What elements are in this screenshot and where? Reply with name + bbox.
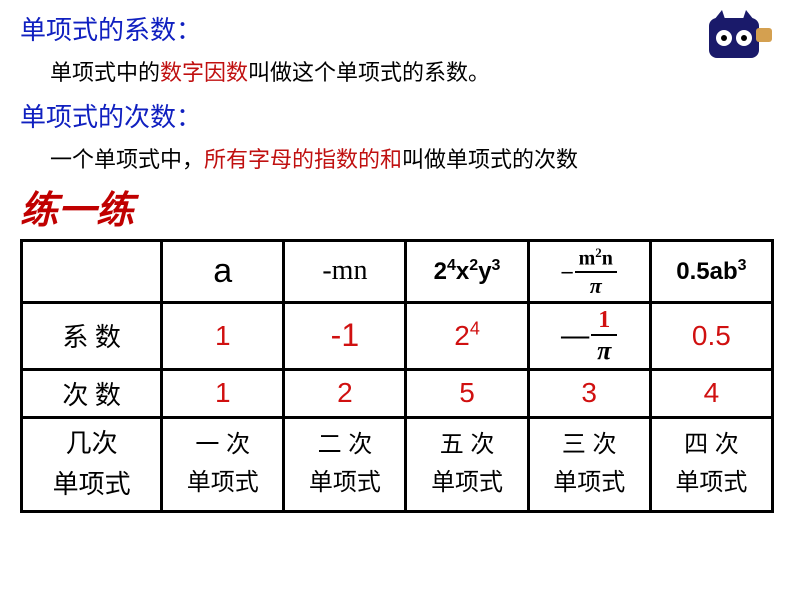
deg-cell-4: 3: [528, 369, 650, 417]
deg-cell-5: 4: [650, 369, 772, 417]
coef-cell-3: 24: [406, 302, 528, 369]
degree-title: 单项式的次数：: [20, 97, 774, 134]
practice-heading: 练一练: [20, 184, 794, 229]
degree-definition: 一个单项式中，所有字母的指数的和叫做单项式的次数: [50, 142, 774, 174]
expr-cell-4: – m2n π: [528, 241, 650, 303]
expression-row: a -mn 24x2y3 – m2n π 0.5ab3: [22, 241, 773, 303]
deg-cell-2: 2: [284, 369, 406, 417]
coef-cell-4: — 1 π: [528, 302, 650, 369]
class-cell-5: 四 次 单项式: [650, 417, 772, 511]
coef-cell-5: 0.5: [650, 302, 772, 369]
coefficient-definition: 单项式中的数字因数叫做这个单项式的系数。: [50, 55, 774, 87]
degree-row: 次 数 1 2 5 3 4: [22, 369, 773, 417]
expr-cell-5: 0.5ab3: [650, 241, 772, 303]
degree-label: 次 数: [22, 369, 162, 417]
coef-cell-1: 1: [162, 302, 284, 369]
class-cell-1: 一 次 单项式: [162, 417, 284, 511]
expr-cell-3: 24x2y3: [406, 241, 528, 303]
expr-cell-1: a: [162, 241, 284, 303]
coef-cell-2: -1: [284, 302, 406, 369]
class-cell-2: 二 次 单项式: [284, 417, 406, 511]
class-cell-3: 五 次 单项式: [406, 417, 528, 511]
monomial-table: a -mn 24x2y3 – m2n π 0.5ab3 系 数 1 -1 24 …: [20, 239, 774, 513]
classification-label: 几次 单项式: [22, 417, 162, 511]
definitions-section: 单项式的系数： 单项式中的数字因数叫做这个单项式的系数。 单项式的次数： 一个单…: [0, 0, 794, 174]
coefficient-title: 单项式的系数：: [20, 10, 774, 47]
class-cell-4: 三 次 单项式: [528, 417, 650, 511]
coefficient-row: 系 数 1 -1 24 — 1 π 0.5: [22, 302, 773, 369]
deg-cell-3: 5: [406, 369, 528, 417]
mascot-icon: [704, 8, 774, 63]
deg-cell-1: 1: [162, 369, 284, 417]
coefficient-label: 系 数: [22, 302, 162, 369]
empty-header-cell: [22, 241, 162, 303]
expr-cell-2: -mn: [284, 241, 406, 303]
classification-row: 几次 单项式 一 次 单项式 二 次 单项式 五 次 单项式 三 次 单项式 四…: [22, 417, 773, 511]
